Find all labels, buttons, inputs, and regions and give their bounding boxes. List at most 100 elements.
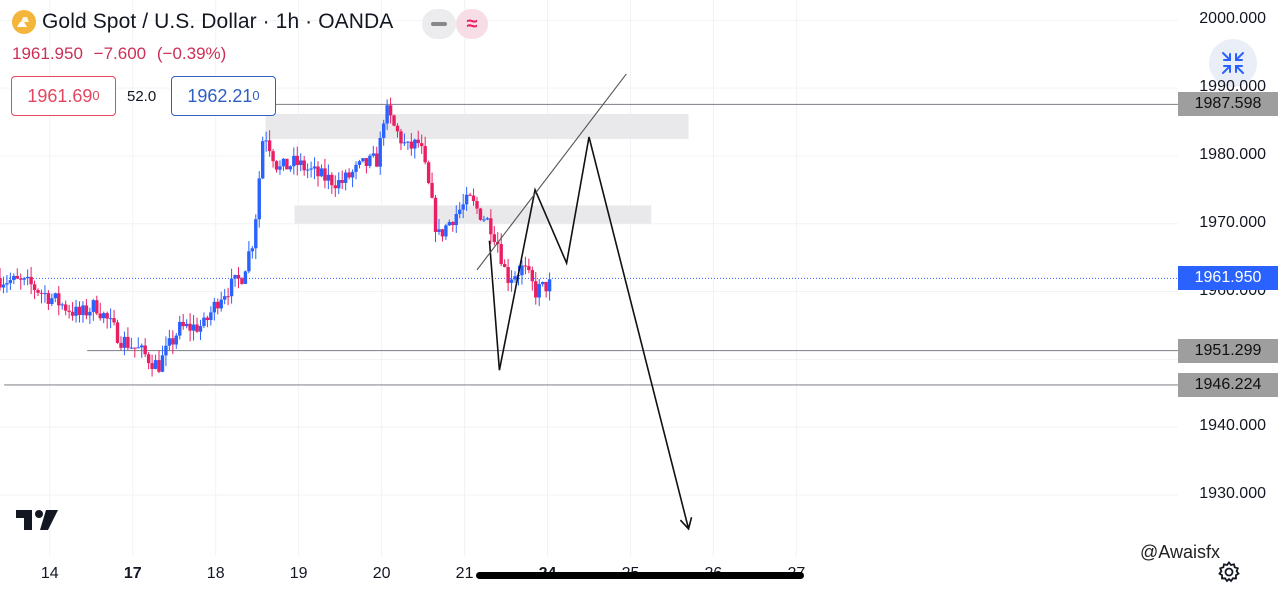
gear-icon[interactable] <box>1218 561 1240 588</box>
candle-body <box>8 280 13 284</box>
candle-up <box>444 223 448 240</box>
candle-up <box>513 271 517 283</box>
candle-down <box>316 161 320 187</box>
candle-down <box>451 221 455 232</box>
candle-down <box>57 286 61 316</box>
candle-body <box>433 197 438 232</box>
candle-body <box>236 274 241 279</box>
candle-down <box>375 146 379 167</box>
candle-body <box>0 278 2 288</box>
candle-body <box>271 151 275 162</box>
candle-up <box>160 345 165 373</box>
candle-down <box>15 268 19 280</box>
candle-down <box>133 347 137 358</box>
candle-up <box>8 272 13 291</box>
candle-body <box>184 323 189 327</box>
candle-body <box>506 267 510 283</box>
candle-up <box>260 136 265 180</box>
date-tick-label: 20 <box>372 565 391 582</box>
hide-indicators-button[interactable] <box>422 9 456 39</box>
candle-down <box>523 256 528 275</box>
candle-body <box>122 336 127 348</box>
candle-up <box>368 153 372 169</box>
candle-up <box>74 299 78 323</box>
candle-body <box>25 276 30 279</box>
candle-down <box>29 267 33 295</box>
collapse-button[interactable] <box>1209 39 1257 87</box>
candle-up <box>53 292 58 303</box>
date-tick-label: 17 <box>123 565 142 582</box>
candle-up <box>509 270 514 292</box>
symbol-title[interactable]: Gold Spot / U.S. Dollar · 1h · OANDA <box>42 10 394 33</box>
candle-body <box>143 345 147 355</box>
candle-down <box>471 188 476 206</box>
candle-down <box>433 194 438 243</box>
candle-down <box>216 298 220 315</box>
candle-body <box>112 318 116 323</box>
candle-up <box>547 272 552 301</box>
candle-body <box>119 342 123 348</box>
candle-down <box>426 160 431 185</box>
candle-down <box>420 134 424 154</box>
candle-body <box>150 363 154 369</box>
candle-down <box>195 317 199 334</box>
buy-button[interactable]: 1962.21 0 <box>171 76 276 116</box>
candle-body <box>413 139 417 149</box>
candle-body <box>478 208 483 220</box>
sell-price-pip: 0 <box>92 87 100 103</box>
sell-button[interactable]: 1961.69 0 <box>11 76 116 116</box>
home-indicator[interactable] <box>476 572 804 579</box>
candle-down <box>39 289 44 304</box>
candle-up <box>174 333 178 349</box>
candle-body <box>226 296 230 298</box>
candle-body <box>489 218 493 235</box>
candle-body <box>95 300 99 314</box>
candle-up <box>88 307 92 325</box>
candle-body <box>84 305 89 316</box>
candle-body <box>101 313 106 319</box>
gold-coin-icon[interactable] <box>12 10 36 34</box>
candle-down <box>205 315 210 328</box>
candle-up <box>299 153 303 172</box>
candle-body <box>216 301 220 309</box>
candle-down <box>98 302 102 321</box>
candle-body <box>451 222 455 226</box>
candle-down <box>530 266 535 291</box>
candle-body <box>274 161 279 170</box>
candle-body <box>337 180 341 189</box>
candle-down <box>32 280 37 300</box>
tradingview-logo[interactable] <box>16 510 60 537</box>
candle-down <box>271 148 275 168</box>
candle-body <box>140 345 144 348</box>
candle-body <box>281 158 286 167</box>
candle-down <box>63 300 68 316</box>
candle-up <box>447 219 452 226</box>
candle-up <box>219 291 223 312</box>
indicators-button[interactable]: ≈ <box>456 9 488 39</box>
candle-body <box>288 166 293 170</box>
candle-down <box>36 288 40 297</box>
candle-body <box>257 178 261 220</box>
candle-up <box>257 171 261 228</box>
candle-down <box>240 277 244 285</box>
candle-down <box>115 319 120 344</box>
candle-body <box>440 229 445 237</box>
candle-down <box>388 97 393 124</box>
candle-down <box>112 309 116 326</box>
candle-down <box>478 207 483 221</box>
candle-body <box>295 155 299 165</box>
candle-up <box>464 186 469 211</box>
price-tick-label: 1980.000 <box>1199 145 1266 163</box>
candle-down <box>267 130 272 157</box>
candle-down <box>534 272 538 305</box>
candle-up <box>413 138 417 159</box>
candle-down <box>143 338 147 358</box>
candle-up <box>343 169 348 191</box>
candle-body <box>395 125 400 132</box>
candle-body <box>12 275 16 281</box>
candle-body <box>534 281 538 298</box>
candle-body <box>292 155 296 167</box>
candle-body <box>420 143 424 147</box>
candle-body <box>67 310 71 312</box>
